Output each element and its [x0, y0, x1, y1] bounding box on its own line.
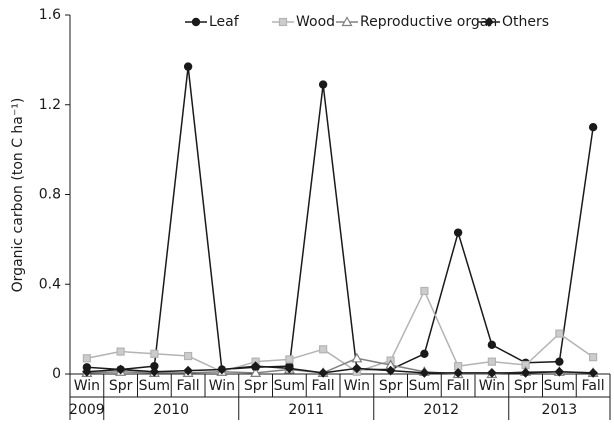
point [284, 363, 295, 374]
legend-label: Others [502, 14, 549, 30]
y-axis-label: Organic carbon (ton C ha⁻¹) [10, 98, 26, 293]
legend-marker [341, 16, 353, 27]
x-tick-label: Fall [582, 378, 605, 394]
x-tick-label: Spr [514, 378, 538, 394]
legend-label: Wood [296, 14, 335, 30]
point [116, 347, 125, 356]
point [352, 363, 362, 374]
point [487, 340, 497, 350]
x-tick-label: Win [209, 378, 235, 394]
point [520, 368, 531, 378]
point [285, 355, 294, 364]
y-tick-label: 0 [52, 366, 61, 382]
point [115, 364, 126, 375]
x-tick-label: Sum [274, 378, 305, 394]
point [589, 353, 598, 362]
group-label: 2010 [153, 402, 189, 418]
group-label: 2012 [423, 402, 459, 418]
x-tick-label: Spr [244, 378, 268, 394]
point [453, 368, 463, 378]
legend-marker [484, 17, 494, 27]
point [588, 122, 598, 132]
point [318, 368, 328, 378]
point [555, 329, 564, 338]
point [217, 364, 227, 375]
point [318, 80, 328, 89]
group-label: 2013 [542, 402, 578, 418]
point [183, 365, 193, 376]
series-line [86, 66, 594, 371]
y-tick-label: 0.4 [39, 276, 61, 292]
x-tick-label: Fall [177, 378, 200, 394]
x-tick-label: Fall [447, 378, 470, 394]
x-tick-label: Sum [409, 378, 440, 394]
point [149, 366, 160, 377]
y-tick-label: 0.8 [39, 187, 61, 203]
y-tick-label: 1.6 [39, 7, 61, 23]
point [250, 361, 261, 371]
point [487, 357, 496, 366]
point [588, 368, 598, 378]
legend-label: Reproductive organ [360, 14, 497, 30]
x-tick-label: Spr [379, 378, 403, 394]
series-line [86, 365, 594, 374]
point [184, 351, 193, 361]
legend-marker [278, 17, 288, 27]
x-tick-label: Sum [139, 378, 170, 394]
point [555, 357, 564, 366]
point [82, 354, 91, 363]
x-tick-label: Spr [109, 378, 133, 394]
point [82, 366, 92, 377]
legend-label: Leaf [209, 14, 240, 30]
point [420, 286, 429, 296]
x-tick-label: Fall [312, 378, 335, 394]
group-label: 2009 [69, 402, 105, 418]
point [385, 365, 396, 376]
point [183, 62, 193, 71]
x-tick-label: Sum [544, 378, 575, 394]
x-tick-label: Win [74, 378, 100, 394]
series-line [86, 289, 594, 373]
point [250, 367, 262, 377]
point [554, 366, 565, 377]
point [419, 368, 430, 378]
legend-marker [191, 17, 201, 27]
group-label: 2011 [288, 402, 324, 418]
point [351, 352, 363, 363]
point [150, 349, 159, 358]
x-tick-label: Win [479, 378, 505, 394]
point [487, 368, 497, 378]
point [319, 345, 328, 354]
point [453, 228, 463, 237]
x-tick-label: Win [344, 378, 370, 394]
y-tick-label: 1.2 [39, 97, 61, 113]
point [420, 349, 429, 359]
